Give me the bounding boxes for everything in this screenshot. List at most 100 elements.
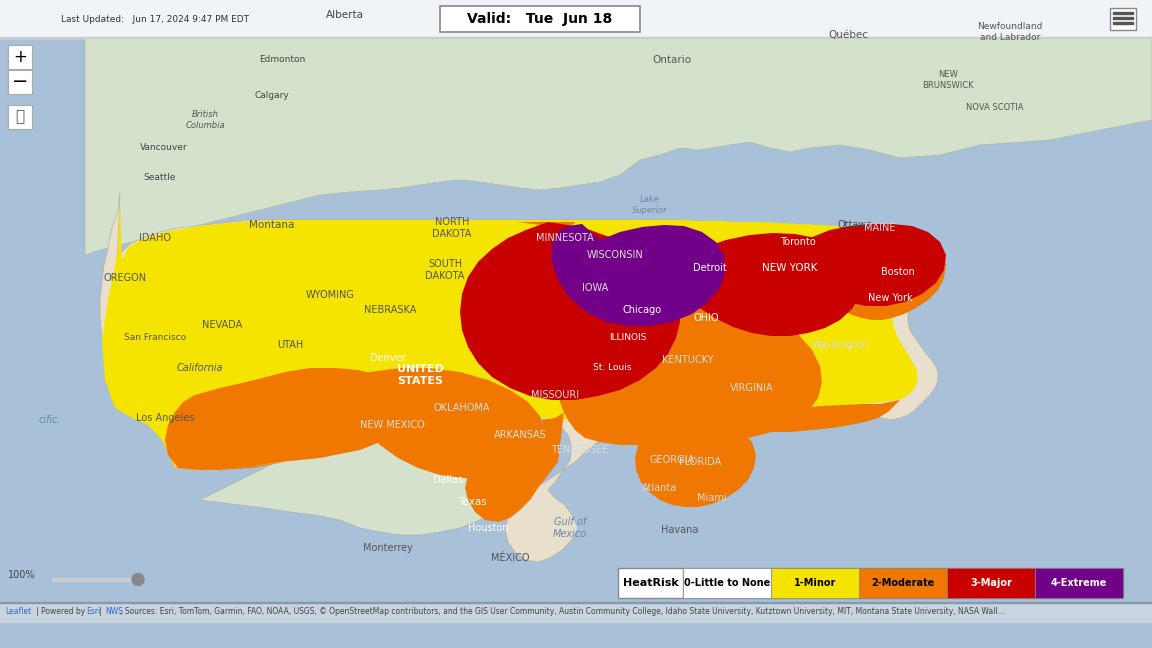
FancyBboxPatch shape [8, 105, 32, 129]
Text: NWS: NWS [105, 608, 123, 616]
Text: Québec: Québec [828, 30, 867, 40]
Text: UTAH: UTAH [276, 340, 303, 350]
Text: Last Updated:   Jun 17, 2024 9:47 PM EDT: Last Updated: Jun 17, 2024 9:47 PM EDT [61, 14, 249, 23]
Text: Texas: Texas [457, 497, 486, 507]
Text: MINNESOTA: MINNESOTA [536, 233, 594, 243]
Text: 3-Major: 3-Major [970, 578, 1011, 588]
Text: NEW
BRUNSWICK: NEW BRUNSWICK [923, 70, 973, 89]
Text: NEW MEXICO: NEW MEXICO [359, 420, 424, 430]
Text: MISSOURI: MISSOURI [531, 390, 579, 400]
Bar [617, 568, 1123, 598]
Text: Chicago: Chicago [622, 305, 661, 315]
Text: | Powered by: | Powered by [36, 608, 85, 616]
Polygon shape [674, 233, 862, 336]
Text: |: | [99, 608, 101, 616]
Text: −: − [12, 73, 28, 91]
Text: New York: New York [867, 293, 912, 303]
Bar [0, 602, 1152, 622]
Text: Leaflet: Leaflet [5, 608, 31, 616]
Bar [1113, 12, 1134, 14]
Bar [1113, 22, 1134, 24]
Text: Ottawa: Ottawa [838, 220, 873, 230]
Text: NEW YORK: NEW YORK [763, 263, 818, 273]
Text: Calgary: Calgary [255, 91, 289, 100]
FancyBboxPatch shape [8, 70, 32, 94]
Text: British
Columbia: British Columbia [185, 110, 225, 130]
Text: Lake
Superior: Lake Superior [632, 195, 668, 214]
Circle shape [132, 573, 144, 586]
Bar [52, 578, 141, 581]
Text: +: + [13, 48, 26, 66]
Polygon shape [165, 368, 410, 470]
Text: Newfoundland
and Labrador: Newfoundland and Labrador [977, 22, 1043, 41]
Text: Edmonton: Edmonton [259, 56, 305, 65]
Polygon shape [804, 224, 946, 306]
Text: Los Angeles: Los Angeles [136, 413, 195, 423]
Text: Atlanta: Atlanta [643, 483, 677, 493]
Text: NOVA SCOTIA: NOVA SCOTIA [967, 104, 1024, 113]
Text: Seattle: Seattle [144, 174, 176, 183]
FancyBboxPatch shape [1111, 8, 1136, 30]
Text: Alberta: Alberta [326, 10, 364, 20]
Bar [1034, 568, 1123, 598]
Text: TENNESSEE: TENNESSEE [552, 445, 608, 455]
Text: Dallas: Dallas [433, 475, 463, 485]
Text: NEVADA: NEVADA [202, 320, 242, 330]
Bar [1113, 17, 1134, 19]
FancyBboxPatch shape [8, 45, 32, 69]
Text: IOWA: IOWA [582, 283, 608, 293]
Polygon shape [103, 200, 518, 468]
Polygon shape [200, 415, 540, 535]
Bar [683, 568, 771, 598]
Text: Valid:   Tue  Jun 18: Valid: Tue Jun 18 [468, 12, 613, 26]
Text: WISCONSIN: WISCONSIN [586, 250, 643, 260]
Polygon shape [518, 220, 918, 440]
Text: OKLAHOMA: OKLAHOMA [434, 403, 491, 413]
Text: Boston: Boston [881, 267, 915, 277]
Text: cific: cific [38, 415, 58, 425]
Text: MAINE: MAINE [864, 223, 896, 233]
Text: UNITED
STATES: UNITED STATES [396, 364, 444, 386]
Text: KENTUCKY: KENTUCKY [662, 355, 714, 365]
Bar [0, 37, 1152, 38]
Bar [0, 0, 1152, 38]
Text: Detroit: Detroit [694, 263, 727, 273]
Text: 2-Moderate: 2-Moderate [871, 578, 934, 588]
Text: Washington: Washington [811, 340, 869, 350]
FancyBboxPatch shape [440, 6, 641, 32]
Polygon shape [824, 228, 946, 320]
Text: , Sources: Esri, TomTom, Garmin, FAO, NOAA, USGS, © OpenStreetMap contributors, : , Sources: Esri, TomTom, Garmin, FAO, NO… [120, 608, 1005, 616]
Text: 0-Little to None: 0-Little to None [684, 578, 771, 588]
Bar [771, 568, 859, 598]
Text: Esri: Esri [86, 608, 100, 616]
Text: Toronto: Toronto [780, 237, 816, 247]
Bar [859, 568, 947, 598]
Text: HeatRisk: HeatRisk [622, 578, 679, 588]
Text: Houston: Houston [468, 523, 508, 533]
Polygon shape [460, 222, 680, 400]
Text: NORTH
DAKOTA: NORTH DAKOTA [432, 217, 471, 239]
Text: ARKANSAS: ARKANSAS [493, 430, 546, 440]
Text: GEORGIA: GEORGIA [650, 455, 695, 465]
Text: Monterrey: Monterrey [363, 543, 412, 553]
Polygon shape [538, 282, 823, 440]
Text: IDAHO: IDAHO [139, 233, 170, 243]
Polygon shape [552, 224, 725, 326]
Text: Miami: Miami [697, 493, 727, 503]
Text: 100%: 100% [8, 570, 36, 580]
Text: Montana: Montana [249, 220, 295, 230]
Text: Ontario: Ontario [652, 55, 691, 65]
Text: Denver: Denver [370, 353, 406, 363]
Text: Vancouver: Vancouver [141, 143, 188, 152]
Text: MÉXICO: MÉXICO [491, 553, 529, 563]
Text: FLORIDA: FLORIDA [679, 457, 721, 467]
Polygon shape [100, 192, 938, 562]
Text: ⌕: ⌕ [15, 110, 24, 124]
Polygon shape [85, 0, 1152, 255]
Text: 4-Extreme: 4-Extreme [1051, 578, 1107, 588]
Polygon shape [200, 222, 900, 522]
Polygon shape [340, 368, 545, 478]
Text: St. Louis: St. Louis [593, 364, 631, 373]
Text: NEBRASKA: NEBRASKA [364, 305, 416, 315]
Text: VIRGINIA: VIRGINIA [730, 383, 774, 393]
